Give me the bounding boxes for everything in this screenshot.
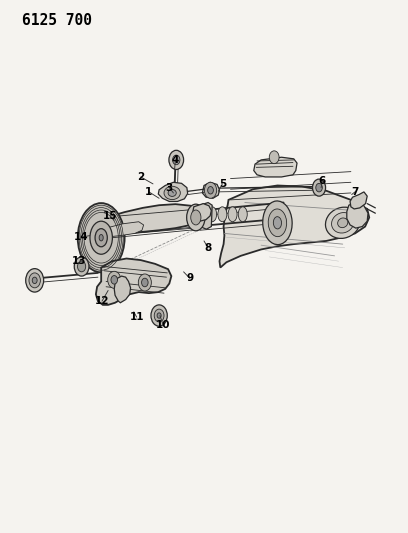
- Ellipse shape: [263, 201, 292, 245]
- Polygon shape: [199, 203, 212, 229]
- Circle shape: [204, 182, 217, 198]
- Text: 11: 11: [129, 312, 144, 322]
- Ellipse shape: [95, 229, 107, 247]
- Polygon shape: [347, 203, 368, 228]
- Text: 15: 15: [103, 211, 118, 221]
- Polygon shape: [114, 276, 131, 303]
- Polygon shape: [96, 204, 202, 256]
- Ellipse shape: [186, 204, 205, 231]
- Polygon shape: [96, 259, 171, 305]
- Ellipse shape: [78, 203, 125, 272]
- Ellipse shape: [238, 207, 247, 222]
- Circle shape: [151, 305, 167, 326]
- Text: 10: 10: [156, 320, 171, 330]
- Circle shape: [154, 309, 164, 322]
- Circle shape: [78, 261, 86, 272]
- Text: 6: 6: [319, 176, 326, 186]
- Ellipse shape: [338, 218, 348, 228]
- Text: 2: 2: [137, 172, 144, 182]
- Polygon shape: [202, 182, 220, 198]
- Circle shape: [173, 155, 180, 165]
- Ellipse shape: [228, 207, 237, 222]
- Circle shape: [111, 276, 118, 284]
- Ellipse shape: [273, 217, 282, 229]
- Circle shape: [142, 278, 148, 287]
- Text: 7: 7: [351, 187, 359, 197]
- Text: 1: 1: [145, 187, 153, 197]
- Circle shape: [169, 150, 184, 169]
- Polygon shape: [193, 204, 211, 221]
- Ellipse shape: [326, 207, 360, 238]
- Text: 8: 8: [204, 243, 212, 253]
- Ellipse shape: [218, 207, 227, 222]
- Text: 5: 5: [219, 179, 226, 189]
- Circle shape: [26, 269, 44, 292]
- Circle shape: [316, 183, 322, 192]
- Circle shape: [74, 257, 89, 276]
- Ellipse shape: [268, 209, 287, 237]
- Circle shape: [157, 313, 161, 318]
- Circle shape: [269, 151, 279, 164]
- Polygon shape: [350, 192, 367, 209]
- Ellipse shape: [168, 189, 176, 196]
- Ellipse shape: [332, 213, 354, 233]
- Text: 4: 4: [172, 155, 179, 165]
- Polygon shape: [158, 182, 188, 201]
- Ellipse shape: [208, 207, 217, 222]
- Circle shape: [138, 274, 151, 291]
- Ellipse shape: [191, 210, 201, 225]
- Ellipse shape: [164, 186, 180, 200]
- Ellipse shape: [99, 235, 103, 241]
- Circle shape: [208, 187, 213, 194]
- Polygon shape: [220, 185, 369, 268]
- Text: 13: 13: [72, 256, 87, 266]
- Text: 14: 14: [74, 232, 89, 242]
- Circle shape: [313, 179, 326, 196]
- Circle shape: [32, 277, 37, 284]
- Text: 12: 12: [95, 296, 109, 306]
- Polygon shape: [254, 157, 297, 177]
- Polygon shape: [101, 222, 144, 237]
- Circle shape: [108, 271, 121, 288]
- Text: 6125 700: 6125 700: [22, 13, 93, 28]
- Ellipse shape: [90, 221, 112, 254]
- Circle shape: [29, 273, 40, 288]
- Text: 9: 9: [186, 273, 193, 283]
- Text: 3: 3: [166, 183, 173, 192]
